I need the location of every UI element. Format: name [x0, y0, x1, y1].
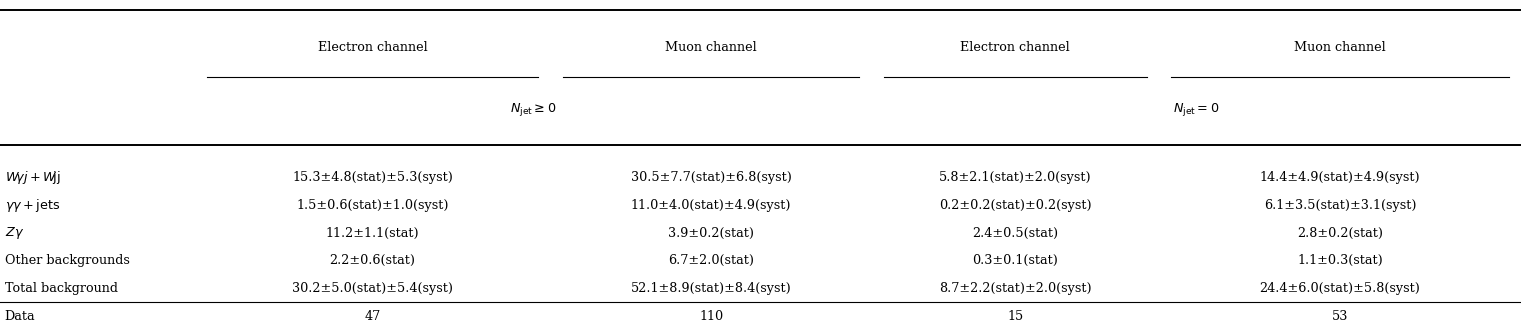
Text: 15.3±4.8(stat)±5.3(syst): 15.3±4.8(stat)±5.3(syst): [292, 171, 453, 184]
Text: Electron channel: Electron channel: [960, 41, 1071, 54]
Text: 2.4±0.5(stat): 2.4±0.5(stat): [972, 227, 1059, 240]
Text: 30.5±7.7(stat)±6.8(syst): 30.5±7.7(stat)±6.8(syst): [631, 171, 791, 184]
Text: 6.7±2.0(stat): 6.7±2.0(stat): [668, 254, 754, 267]
Text: 11.0±4.0(stat)±4.9(syst): 11.0±4.0(stat)±4.9(syst): [631, 199, 791, 212]
Text: 8.7±2.2(stat)±2.0(syst): 8.7±2.2(stat)±2.0(syst): [938, 282, 1092, 295]
Text: 5.8±2.1(stat)±2.0(syst): 5.8±2.1(stat)±2.0(syst): [938, 171, 1092, 184]
Text: $\gamma\gamma + {\rm jets}$: $\gamma\gamma + {\rm jets}$: [5, 197, 59, 214]
Text: Other backgrounds: Other backgrounds: [5, 254, 129, 267]
Text: 6.1±3.5(stat)±3.1(syst): 6.1±3.5(stat)±3.1(syst): [1264, 199, 1416, 212]
Text: 24.4±6.0(stat)±5.8(syst): 24.4±6.0(stat)±5.8(syst): [1259, 282, 1421, 295]
Text: Muon channel: Muon channel: [1294, 41, 1386, 54]
Text: 2.2±0.6(stat): 2.2±0.6(stat): [330, 254, 415, 267]
Text: Data: Data: [5, 310, 35, 323]
Text: 14.4±4.9(stat)±4.9(syst): 14.4±4.9(stat)±4.9(syst): [1259, 171, 1421, 184]
Text: $N_{\rm jet} \geq 0$: $N_{\rm jet} \geq 0$: [510, 101, 557, 118]
Text: 47: 47: [365, 310, 380, 323]
Text: 0.3±0.1(stat): 0.3±0.1(stat): [972, 254, 1059, 267]
Text: 1.1±0.3(stat): 1.1±0.3(stat): [1297, 254, 1383, 267]
Text: Total background: Total background: [5, 282, 117, 295]
Text: 15: 15: [1007, 310, 1024, 323]
Text: Muon channel: Muon channel: [665, 41, 757, 54]
Text: $W\!\gamma j + W\!{\rm jj}$: $W\!\gamma j + W\!{\rm jj}$: [5, 169, 61, 186]
Text: 11.2±1.1(stat): 11.2±1.1(stat): [325, 227, 420, 240]
Text: 1.5±0.6(stat)±1.0(syst): 1.5±0.6(stat)±1.0(syst): [297, 199, 449, 212]
Text: 30.2±5.0(stat)±5.4(syst): 30.2±5.0(stat)±5.4(syst): [292, 282, 453, 295]
Text: 110: 110: [700, 310, 722, 323]
Text: 52.1±8.9(stat)±8.4(syst): 52.1±8.9(stat)±8.4(syst): [631, 282, 791, 295]
Text: Electron channel: Electron channel: [318, 41, 427, 54]
Text: 0.2±0.2(stat)±0.2(syst): 0.2±0.2(stat)±0.2(syst): [938, 199, 1092, 212]
Text: 3.9±0.2(stat): 3.9±0.2(stat): [668, 227, 754, 240]
Text: 2.8±0.2(stat): 2.8±0.2(stat): [1297, 227, 1383, 240]
Text: $Z\gamma$: $Z\gamma$: [5, 225, 24, 241]
Text: 53: 53: [1332, 310, 1348, 323]
Text: $N_{\rm jet} = 0$: $N_{\rm jet} = 0$: [1173, 101, 1220, 118]
